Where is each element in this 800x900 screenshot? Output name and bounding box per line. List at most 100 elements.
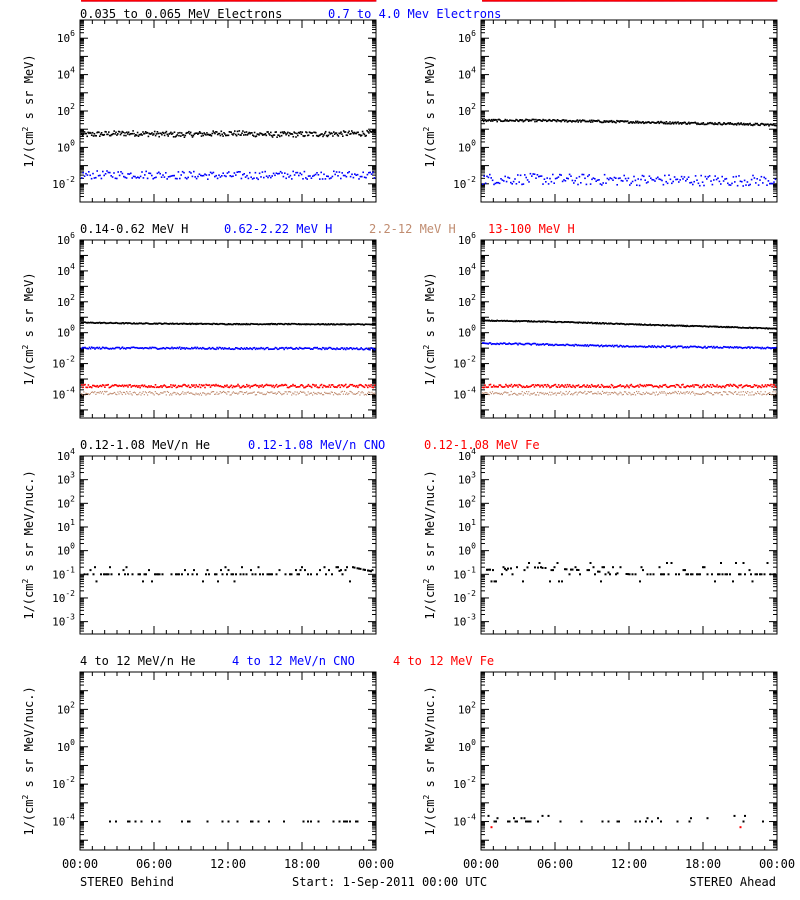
data-point [274,392,276,394]
data-point [518,320,520,322]
data-point [101,322,104,324]
data-point [651,324,653,326]
data-point [225,392,227,394]
data-point [642,121,644,123]
y-tick-label-base: 10 [453,388,466,401]
data-point [311,323,313,326]
data-point [608,322,610,325]
data-point [357,392,359,394]
data-point [97,347,100,350]
data-point [290,322,293,325]
data-point [620,120,623,122]
data-point [279,384,281,387]
data-point [254,323,257,325]
data-point [514,320,516,323]
data-point [338,323,340,326]
data-point [581,321,583,324]
data-point [138,322,141,324]
data-point [89,569,92,572]
data-point [624,323,626,326]
data-point [302,391,304,393]
data-point [597,391,599,393]
data-point [504,118,507,121]
data-point [154,391,156,393]
data-point [772,383,774,386]
data-point [590,321,593,324]
data-point [757,386,759,389]
data-point [278,134,280,137]
data-point [682,324,685,327]
data-point [211,346,214,349]
data-point [145,385,148,388]
data-point [272,134,275,136]
data-point [283,131,286,133]
data-point [348,347,350,350]
data-point [506,119,508,121]
data-point [164,391,166,393]
data-point [487,320,489,322]
data-point [704,325,706,327]
data-point [499,384,502,386]
data-point [167,323,169,325]
data-point [242,384,245,387]
data-point [504,175,506,178]
data-point [239,348,241,350]
data-point [587,175,589,178]
data-point [581,344,583,347]
data-point [526,342,528,345]
data-point [371,569,374,572]
data-point [332,347,335,350]
data-point [107,133,109,136]
data-point [703,184,705,187]
y-axis-label: 1/(cm2 s sr MeV) [21,54,36,167]
data-point [290,133,293,135]
data-point [618,393,620,395]
data-point [277,323,279,325]
data-point [630,182,632,185]
data-point [531,118,534,121]
data-point [633,323,635,326]
data-point [241,132,243,134]
data-point [586,384,589,386]
data-point [163,134,166,137]
data-point [752,394,754,396]
data-point [552,321,554,323]
data-point [629,345,631,348]
data-point [507,386,509,388]
data-point [496,386,498,388]
data-point [531,384,534,386]
data-point [200,348,203,350]
data-point [264,133,267,135]
data-point [577,183,579,186]
data-point [103,384,105,387]
data-point [271,385,273,388]
data-point [85,386,87,389]
data-point [86,135,88,138]
data-point [180,132,183,134]
data-point [540,320,543,323]
data-point [109,566,111,569]
data-point [711,183,714,186]
data-point [106,347,108,349]
data-point [107,347,109,350]
data-point [645,122,648,124]
data-point [612,179,614,181]
data-point [176,346,179,349]
data-point [219,176,222,178]
data-point [707,391,709,393]
data-point [98,392,100,394]
data-point [570,120,572,122]
data-point [164,131,167,134]
data-point [671,182,673,185]
data-point [773,124,776,127]
data-point [514,120,516,122]
data-point [726,393,728,395]
data-point [181,134,184,136]
data-point [513,120,516,122]
data-point [535,177,537,179]
data-point [661,386,663,388]
data-point [127,322,130,324]
data-point [100,347,103,350]
y-tick-label-base: 10 [52,388,65,401]
data-point [148,172,150,174]
